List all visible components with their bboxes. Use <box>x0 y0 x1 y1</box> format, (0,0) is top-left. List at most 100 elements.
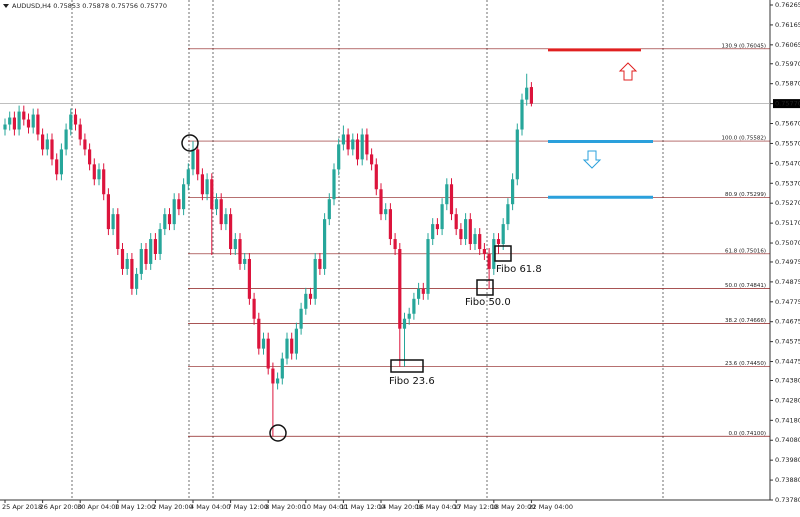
candle-body <box>219 199 223 225</box>
fib-label: 61.8 (0.75016) <box>725 248 766 254</box>
y-tick-label: 0.74475 <box>775 358 800 366</box>
candle-body <box>83 139 87 150</box>
candle-body <box>332 169 336 200</box>
candle-body <box>351 139 355 150</box>
candle-body <box>318 258 322 269</box>
candle-body <box>229 214 233 250</box>
candle-body <box>337 144 341 170</box>
candle-body <box>290 338 294 354</box>
y-tick-label: 0.74280 <box>775 396 800 404</box>
candle-body <box>36 114 40 135</box>
candle-body <box>163 214 167 230</box>
up-arrow <box>618 62 638 81</box>
current-price-box <box>773 99 800 109</box>
candle-body <box>459 229 463 240</box>
candle-body <box>182 184 186 210</box>
candle-body <box>327 199 331 220</box>
candle-body <box>22 111 26 120</box>
marker-box <box>494 245 512 262</box>
fib-label: 23.6 (0.74450) <box>725 361 766 367</box>
candle-body <box>365 134 369 155</box>
down-arrow <box>582 150 602 169</box>
candle-body <box>106 194 110 230</box>
candle-body <box>238 239 242 264</box>
candle-body <box>313 258 317 299</box>
candle-body <box>304 293 308 309</box>
candle-body <box>341 134 345 145</box>
candle-body <box>172 199 176 225</box>
candle-body <box>59 149 63 175</box>
fib-label: 38.2 (0.74666) <box>725 318 766 324</box>
day-separators <box>71 0 664 500</box>
candle-body <box>346 134 350 150</box>
candle-body <box>511 179 515 205</box>
candle-body <box>473 234 477 245</box>
candle-body <box>492 239 496 269</box>
candle-body <box>435 224 439 230</box>
candle-body <box>398 249 402 329</box>
candle-body <box>370 154 374 165</box>
candle-body <box>31 114 35 128</box>
x-tick-label: 17 May 12:00 <box>453 503 498 511</box>
candle-body <box>233 239 237 250</box>
candle-body <box>374 164 378 190</box>
y-tick-label: 0.74775 <box>775 298 800 306</box>
y-tick-label: 0.75170 <box>775 219 800 227</box>
candle-body <box>252 298 256 319</box>
candle-body <box>482 249 486 254</box>
fib-label: 80.9 (0.75299) <box>725 192 766 198</box>
candle-body <box>111 214 115 230</box>
y-tick-label: 0.75070 <box>775 239 800 247</box>
candle-body <box>78 124 82 140</box>
candle-body <box>177 199 181 210</box>
candle-body <box>120 249 125 269</box>
marker-box <box>390 359 424 373</box>
candle-body <box>388 209 392 240</box>
x-tick-label: 4 May 04:00 <box>190 503 230 511</box>
y-tick-label: 0.73780 <box>775 496 800 504</box>
candle-body <box>478 234 482 250</box>
y-tick-label: 0.75570 <box>775 139 800 147</box>
annotation: Fibo 50.0 <box>465 297 511 308</box>
candle-body <box>69 114 73 130</box>
y-tick-label: 0.73980 <box>775 456 800 464</box>
candle-body <box>12 117 16 130</box>
candle-body <box>3 124 7 130</box>
candle-body <box>167 214 172 225</box>
y-tick-label: 0.76065 <box>775 41 800 49</box>
candle-body <box>501 224 505 245</box>
candle-body <box>440 204 444 230</box>
candle-body <box>308 293 313 299</box>
candle-body <box>323 219 327 269</box>
candle-body <box>487 253 491 269</box>
candle-body <box>149 239 153 264</box>
candle-body <box>186 169 190 185</box>
y-tick-label: 0.75770 <box>775 100 800 108</box>
candle-body <box>224 214 228 225</box>
candle-body <box>355 139 360 160</box>
y-tick-label: 0.75870 <box>775 80 800 88</box>
fib-label: 0.0 (0.74100) <box>728 431 766 437</box>
y-tick-label: 0.74975 <box>775 258 800 266</box>
candle-body <box>17 111 21 130</box>
candle-body <box>135 273 139 289</box>
candle-body <box>525 87 529 100</box>
candle-body <box>125 258 129 269</box>
x-tick-label: 10 May 04:00 <box>303 503 348 511</box>
candle-body <box>496 239 501 245</box>
candle-body <box>130 258 134 289</box>
candle-body <box>393 239 397 250</box>
candle-body <box>102 169 106 195</box>
candle-body <box>8 117 12 125</box>
x-tick-label: 25 Apr 2018 <box>2 503 42 511</box>
y-tick-label: 0.75470 <box>775 159 800 167</box>
candle-body <box>153 239 157 254</box>
candle-body <box>445 184 449 205</box>
y-tick-label: 0.75670 <box>775 120 800 128</box>
candle-body <box>139 249 143 274</box>
candle-body <box>266 338 270 369</box>
x-tick-label: 7 May 12:00 <box>228 503 268 511</box>
x-tick-label: 30 Apr 04:00 <box>77 503 119 511</box>
fib-label: 130.9 (0.76045) <box>721 43 766 49</box>
